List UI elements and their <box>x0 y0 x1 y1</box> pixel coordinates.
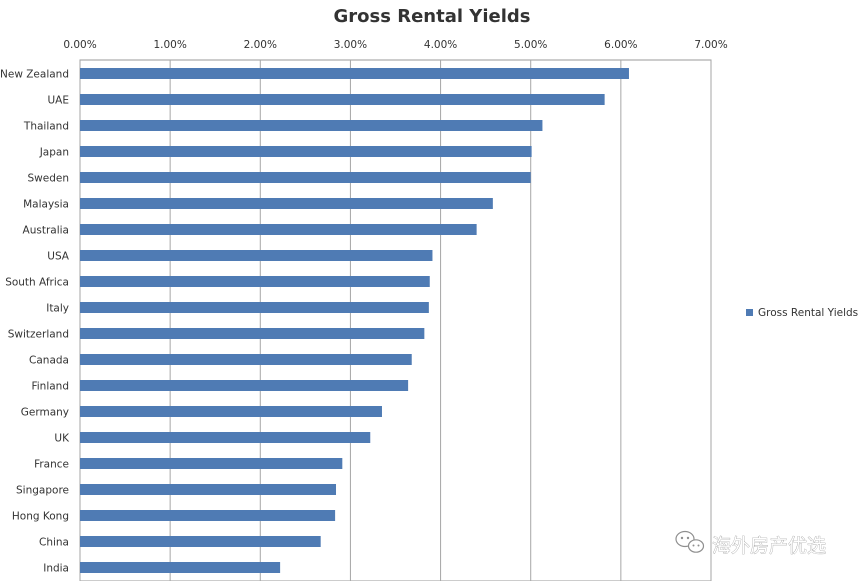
bar <box>80 380 409 391</box>
watermark-text: 海外房产优选 <box>712 535 826 557</box>
category-label: India <box>43 563 69 575</box>
category-label: UAE <box>47 95 69 107</box>
plot-border <box>79 59 712 581</box>
x-tick-label: 5.00% <box>514 39 547 51</box>
category-label: France <box>34 459 69 471</box>
bar <box>80 120 543 131</box>
x-tick-label: 2.00% <box>244 39 277 51</box>
category-label: China <box>39 537 69 549</box>
bar <box>80 484 337 495</box>
category-label: Thailand <box>23 121 69 133</box>
bar <box>80 276 430 287</box>
category-label: Switzerland <box>8 329 69 341</box>
legend: Gross Rental Yields <box>746 307 858 319</box>
bar <box>80 224 477 235</box>
bar <box>80 406 382 417</box>
bar <box>80 302 429 313</box>
bar <box>80 354 412 365</box>
wechat-icon <box>675 530 705 553</box>
bar <box>80 94 605 105</box>
bar <box>80 432 371 443</box>
bars <box>80 68 629 573</box>
watermark: 海外房产优选 <box>675 530 826 557</box>
plot-area <box>79 59 712 581</box>
bar <box>80 146 532 157</box>
category-label: South Africa <box>5 277 69 289</box>
bar <box>80 68 629 79</box>
category-label: New Zealand <box>0 69 69 81</box>
x-tick-label: 1.00% <box>153 39 186 51</box>
category-label: Canada <box>29 355 69 367</box>
x-tick-label: 0.00% <box>63 39 96 51</box>
category-label: Finland <box>31 381 69 393</box>
category-label: USA <box>47 251 70 263</box>
category-label: Japan <box>39 147 69 159</box>
category-label: Sweden <box>28 173 70 185</box>
category-label: Hong Kong <box>12 511 69 523</box>
bar <box>80 510 336 521</box>
x-axis-ticks: 0.00% 1.00% 2.00% 3.00% 4.00% 5.00% 6.00% 7.00% <box>63 39 727 51</box>
category-label: Singapore <box>16 485 69 497</box>
bar <box>80 562 281 573</box>
x-tick-label: 4.00% <box>424 39 457 51</box>
gridlines <box>79 60 712 581</box>
bar <box>80 328 425 339</box>
x-tick-label: 7.00% <box>694 39 727 51</box>
chart-title: Gross Rental Yields <box>334 6 531 27</box>
bar <box>80 458 343 469</box>
category-label: Germany <box>21 407 69 419</box>
legend-swatch <box>746 309 753 316</box>
category-label: UK <box>54 433 70 445</box>
category-label: Australia <box>23 225 69 237</box>
y-axis-categories: New Zealand UAE Thailand Japan Sweden Malaysi… <box>0 69 70 575</box>
x-tick-label: 6.00% <box>604 39 637 51</box>
category-label: Italy <box>46 303 69 315</box>
bar <box>80 172 531 183</box>
category-label: Malaysia <box>23 199 69 211</box>
legend-label: Gross Rental Yields <box>758 307 858 319</box>
bar <box>80 250 433 261</box>
bar <box>80 536 321 547</box>
bar <box>80 198 493 209</box>
x-tick-label: 3.00% <box>334 39 367 51</box>
